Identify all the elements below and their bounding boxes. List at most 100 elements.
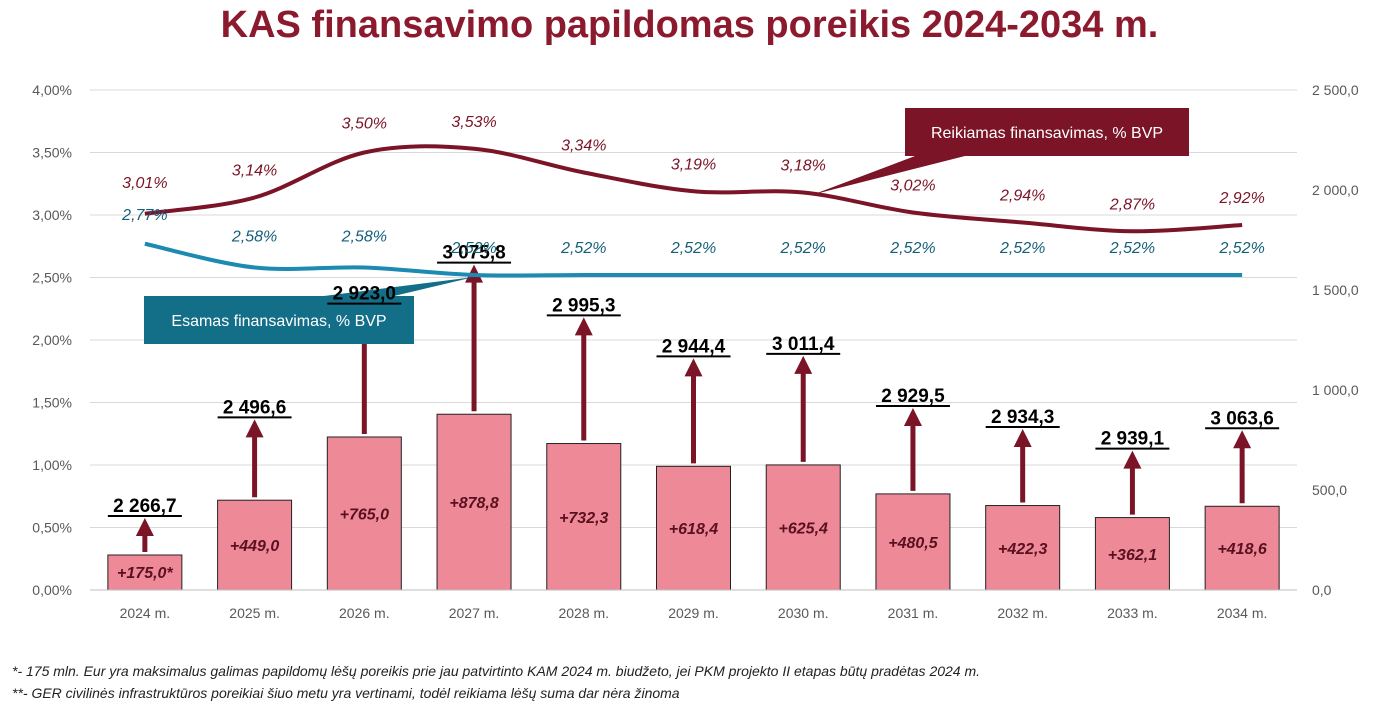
bar [985,505,1061,591]
current-point-label: 2,52% [450,240,496,257]
current-point-label: 2,77% [121,207,167,224]
callout-label-required: Reikiamas finansavimas, % BVP [931,125,1163,142]
bar-value-label: +618,4 [669,521,718,538]
right-tick-label: 0,0 [1312,582,1332,598]
current-point-label: 2,52% [1218,240,1264,257]
x-tick-label: 2032 m. [997,605,1048,621]
right-tick-label: 500,0 [1312,482,1347,498]
required-point-label: 3,01% [122,175,167,192]
total-label: 2 995,3 [552,295,615,316]
total-label: 2 496,6 [223,397,286,418]
right-tick-label: 2 000,0 [1312,182,1359,198]
x-tick-label: 2034 m. [1217,605,1268,621]
callout-box-required [905,108,1189,156]
current-point-label: 2,52% [670,240,716,257]
required-point-label: 3,53% [451,114,496,131]
total-label: 2 266,7 [113,496,176,517]
left-tick-label: 4,00% [32,82,72,98]
left-tick-label: 0,50% [32,520,72,536]
lines [144,144,1243,278]
total-label: 2 939,1 [1101,429,1165,450]
callout-pointer [813,156,965,195]
arrow-head [135,518,154,536]
total-label: 3 063,6 [1210,408,1273,429]
arrow-head [794,355,813,374]
bar-value-label: +449,0 [230,538,279,555]
x-tick-label: 2026 m. [339,605,390,621]
right-tick-label: 1 500,0 [1312,282,1359,298]
current-point-label: 2,52% [1109,240,1155,257]
arrow-head [245,419,264,438]
left-tick-label: 1,00% [32,457,72,473]
footnote-1: *- 175 mln. Eur yra maksimalus galimas p… [12,663,981,679]
left-tick-label: 1,50% [32,395,72,411]
x-tick-label: 2030 m. [778,605,829,621]
chart-title: KAS finansavimo papildomas poreikis 2024… [220,4,1159,46]
required-point-label: 3,34% [561,138,606,155]
arrow-head [1013,428,1032,447]
left-tick-label: 2,50% [32,270,72,286]
right-axis: 0,0 500,0 1 000,0 1 500,0 2 000,0 2 500,0 [1312,82,1359,598]
x-tick-label: 2025 m. [229,605,280,621]
x-tick-label: 2033 m. [1107,605,1158,621]
bar-value-label: +480,5 [888,535,938,552]
left-axis: 0,00% 0,50% 1,00% 1,50% 2,00% 2,50% 3,00% 3,50%… [32,82,72,598]
bars [107,413,1280,591]
total-label: 2 923,0 [333,284,396,305]
right-tick-label: 2 500,0 [1312,82,1359,98]
required-point-label: 2,94% [999,188,1045,205]
left-tick-label: 3,00% [32,207,72,223]
callouts: Reikiamas finansavimas, % BVP Esamas fina… [144,108,1189,344]
arrow-head [903,408,922,427]
bar [1094,517,1170,591]
x-tick-label: 2031 m. [888,605,939,621]
arrow-head [1123,450,1142,469]
required-point-label: 2,92% [1218,190,1264,207]
required-point-label: 2,87% [1109,196,1155,213]
bar-value-label: +175,0* [117,565,173,582]
total-label: 2 929,5 [881,386,945,407]
current-point-label: 2,58% [231,229,277,246]
arrow-head [1233,430,1252,449]
current-point-label: 2,52% [560,240,606,257]
callout-label-current: Esamas finansavimas, % BVP [171,313,386,330]
required-point-label: 3,14% [232,163,277,180]
bar [107,554,183,591]
required-funding-line [144,144,1243,234]
x-tick-label: 2028 m. [558,605,609,621]
bar [765,464,841,591]
required-point-label: 3,18% [781,158,826,175]
current-point-label: 2,58% [341,229,387,246]
bar-value-label: +625,4 [779,520,828,537]
current-point-label: 2,52% [780,240,826,257]
callout-pointer [324,277,475,296]
total-arrows [135,264,1252,552]
total-label: 2 944,4 [662,336,726,357]
current-point-label: 2,52% [999,240,1045,257]
arrow-head [574,317,593,336]
bar [875,493,951,591]
required-point-label: 3,02% [890,178,935,195]
required-point-label: 3,50% [342,116,387,133]
bar [217,499,293,591]
required-point-label: 3,19% [671,156,716,173]
x-tick-label: 2024 m. [120,605,171,621]
bar-value-label: +422,3 [998,541,1047,558]
total-label: 3 011,4 [772,334,835,355]
left-tick-label: 2,00% [32,332,72,348]
bar [1204,505,1280,591]
right-tick-label: 1 000,0 [1312,382,1359,398]
x-axis: 2024 m. 2025 m. 2026 m. 2027 m. 2028 m. 2029 … [90,589,1297,621]
labels: +175,0* +449,0 +765,0 +878,8 +732,3 +618,4 +62… [107,114,1280,582]
arrow-head [684,358,703,377]
footnote-2: **- GER civilinės infrastruktūros poreik… [12,685,680,701]
total-label: 3 075,8 [442,243,505,264]
bar-value-label: +765,0 [340,507,389,524]
left-tick-label: 0,00% [32,582,72,598]
total-label: 2 934,3 [991,407,1054,428]
bar [436,413,512,591]
x-tick-label: 2027 m. [449,605,500,621]
left-tick-label: 3,50% [32,145,72,161]
bar-value-label: +732,3 [559,510,608,527]
